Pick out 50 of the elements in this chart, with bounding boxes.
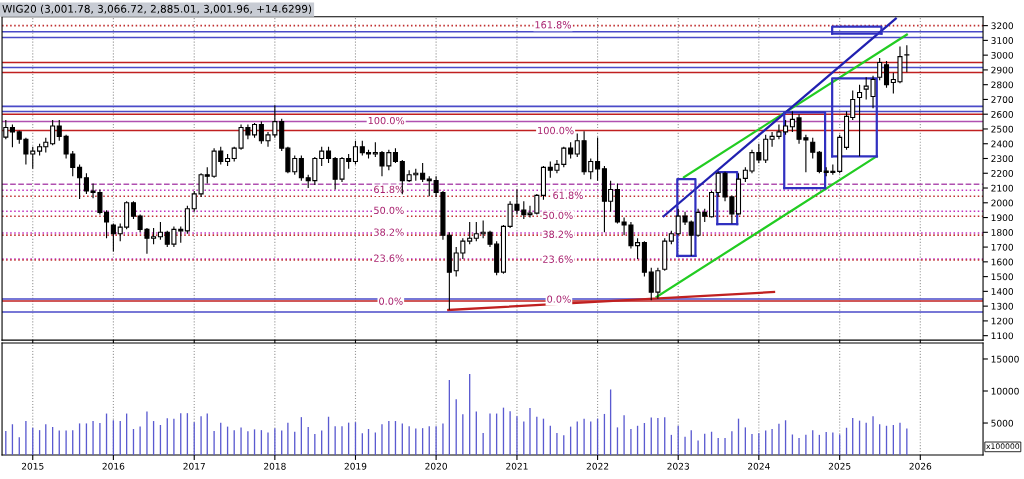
- x-tick-label: 2018: [264, 462, 286, 470]
- x-tick-label: 2025: [828, 462, 851, 470]
- y-tick-label: 1900: [991, 214, 1014, 222]
- y-tick-label: 3100: [991, 37, 1014, 44]
- y-tick-label: 1400: [991, 288, 1014, 295]
- y-tick-label: 2600: [991, 110, 1014, 118]
- x-tick-label: 2016: [102, 462, 125, 470]
- annotation: 38.2%: [374, 228, 404, 236]
- y-tick-label: 2400: [991, 140, 1014, 148]
- y-tick-label: 2200: [991, 169, 1014, 177]
- x-tick-label: 2019: [344, 462, 367, 470]
- y-tick-label: 2500: [991, 125, 1014, 133]
- annotation: 23.6%: [543, 255, 573, 263]
- y-tick-label: 1700: [991, 243, 1014, 251]
- y-tick-label: 2800: [991, 81, 1014, 89]
- y-tick-label: 2300: [991, 155, 1014, 163]
- x-tick-label: 2023: [667, 462, 689, 470]
- annotation: 23.6%: [374, 254, 404, 262]
- y-tick-label: 2700: [991, 96, 1014, 103]
- annotation: 100.0%: [538, 126, 574, 135]
- y-tick-label: 1800: [991, 229, 1014, 236]
- y-tick-label: 1100: [991, 332, 1014, 340]
- annotation: 50.0%: [374, 206, 404, 215]
- y-tick-label: 2900: [991, 66, 1014, 74]
- annotation: 38.2%: [543, 230, 573, 238]
- y-tick-label: 1300: [991, 302, 1014, 310]
- annotation: 161.8%: [535, 21, 571, 29]
- x-tick-label: 2015: [21, 462, 44, 470]
- y-tick-label: 2100: [991, 184, 1014, 192]
- annotation: 61.8%: [553, 191, 583, 199]
- x-tick-label: 2017: [183, 462, 205, 470]
- x-tick-label: 2021: [506, 462, 528, 470]
- y-tick-label: 1500: [991, 273, 1014, 281]
- annotation: 50.0%: [543, 211, 573, 220]
- y-tick-label: 1600: [991, 258, 1014, 266]
- annotation: 100.0%: [368, 116, 405, 125]
- x-tick-label: 2026: [909, 462, 932, 470]
- y-tick-label: 3200: [991, 22, 1014, 30]
- y-tick-label: 15000: [991, 355, 1019, 363]
- y-tick-label: 2000: [991, 199, 1014, 207]
- chart-title: WIG20 (3,001.78, 3,066.72, 2,885.01, 3,001.96, +14.6299): [2, 4, 312, 14]
- x-tick-label: 2020: [425, 462, 447, 470]
- y-tick-label: 10000: [991, 387, 1019, 395]
- annotation: 0.0%: [379, 297, 403, 305]
- x-tick-label: 2024: [748, 462, 770, 470]
- x-tick-label: 2022: [586, 462, 609, 470]
- annotation: 0.0%: [547, 295, 571, 303]
- y-tick-label: 3000: [991, 51, 1014, 59]
- y-tick-label: 5000: [991, 419, 1014, 427]
- y-tick-label: 1200: [991, 317, 1014, 325]
